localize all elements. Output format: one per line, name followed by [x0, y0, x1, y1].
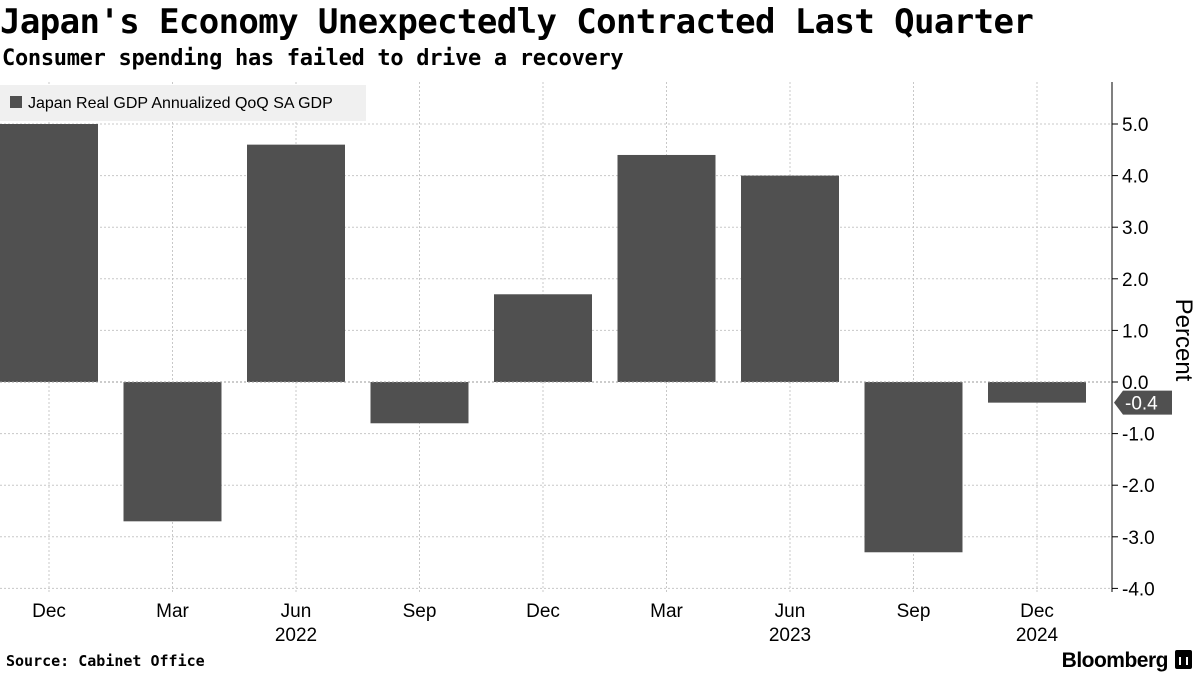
- x-year-label: 2023: [769, 625, 811, 646]
- y-tick-label: -4.0: [1122, 579, 1155, 600]
- x-tick-label: Jun: [281, 601, 312, 622]
- y-axis-title: Percent: [1170, 299, 1197, 382]
- chart-title: Japan's Economy Unexpectedly Contracted …: [0, 2, 1034, 42]
- x-tick-label: Sep: [403, 601, 437, 622]
- x-tick-label: Sep: [897, 601, 931, 622]
- last-value-label: -0.4: [1125, 394, 1158, 415]
- bar: [494, 294, 592, 382]
- chart-icon: [1175, 650, 1192, 669]
- x-tick-label: Dec: [1020, 601, 1054, 622]
- y-tick-label: 3.0: [1122, 218, 1148, 239]
- source-note: Source: Cabinet Office: [6, 652, 205, 670]
- x-tick-label: Jun: [775, 601, 806, 622]
- x-tick-label: Mar: [156, 601, 189, 622]
- y-tick-label: 0.0: [1122, 373, 1148, 394]
- bar: [741, 175, 839, 382]
- bar: [247, 144, 345, 382]
- x-tick-label: Mar: [650, 601, 683, 622]
- y-tick-label: 5.0: [1122, 115, 1148, 136]
- y-tick-label: -1.0: [1122, 425, 1155, 446]
- brand-logo: Bloomberg: [1061, 649, 1169, 672]
- bar: [988, 382, 1086, 403]
- x-tick-label: Dec: [526, 601, 560, 622]
- x-tick-label: Dec: [32, 601, 66, 622]
- legend-swatch: [10, 96, 22, 108]
- x-year-label: 2022: [275, 625, 317, 646]
- legend-label: Japan Real GDP Annualized QoQ SA GDP: [28, 95, 333, 112]
- y-tick-label: -2.0: [1122, 476, 1155, 497]
- bar: [123, 382, 222, 522]
- y-tick-label: -3.0: [1122, 528, 1155, 549]
- bar: [617, 154, 716, 382]
- x-year-label: 2024: [1016, 625, 1059, 646]
- bar: [0, 124, 98, 382]
- bar: [370, 382, 469, 424]
- bar: [864, 382, 963, 553]
- chart-subtitle: Consumer spending has failed to drive a …: [2, 46, 624, 71]
- y-tick-label: 4.0: [1122, 167, 1148, 188]
- y-tick-label: 1.0: [1122, 321, 1148, 342]
- y-tick-label: 2.0: [1122, 270, 1148, 291]
- legend-box: [0, 85, 366, 121]
- last-value-callout: [1114, 390, 1172, 415]
